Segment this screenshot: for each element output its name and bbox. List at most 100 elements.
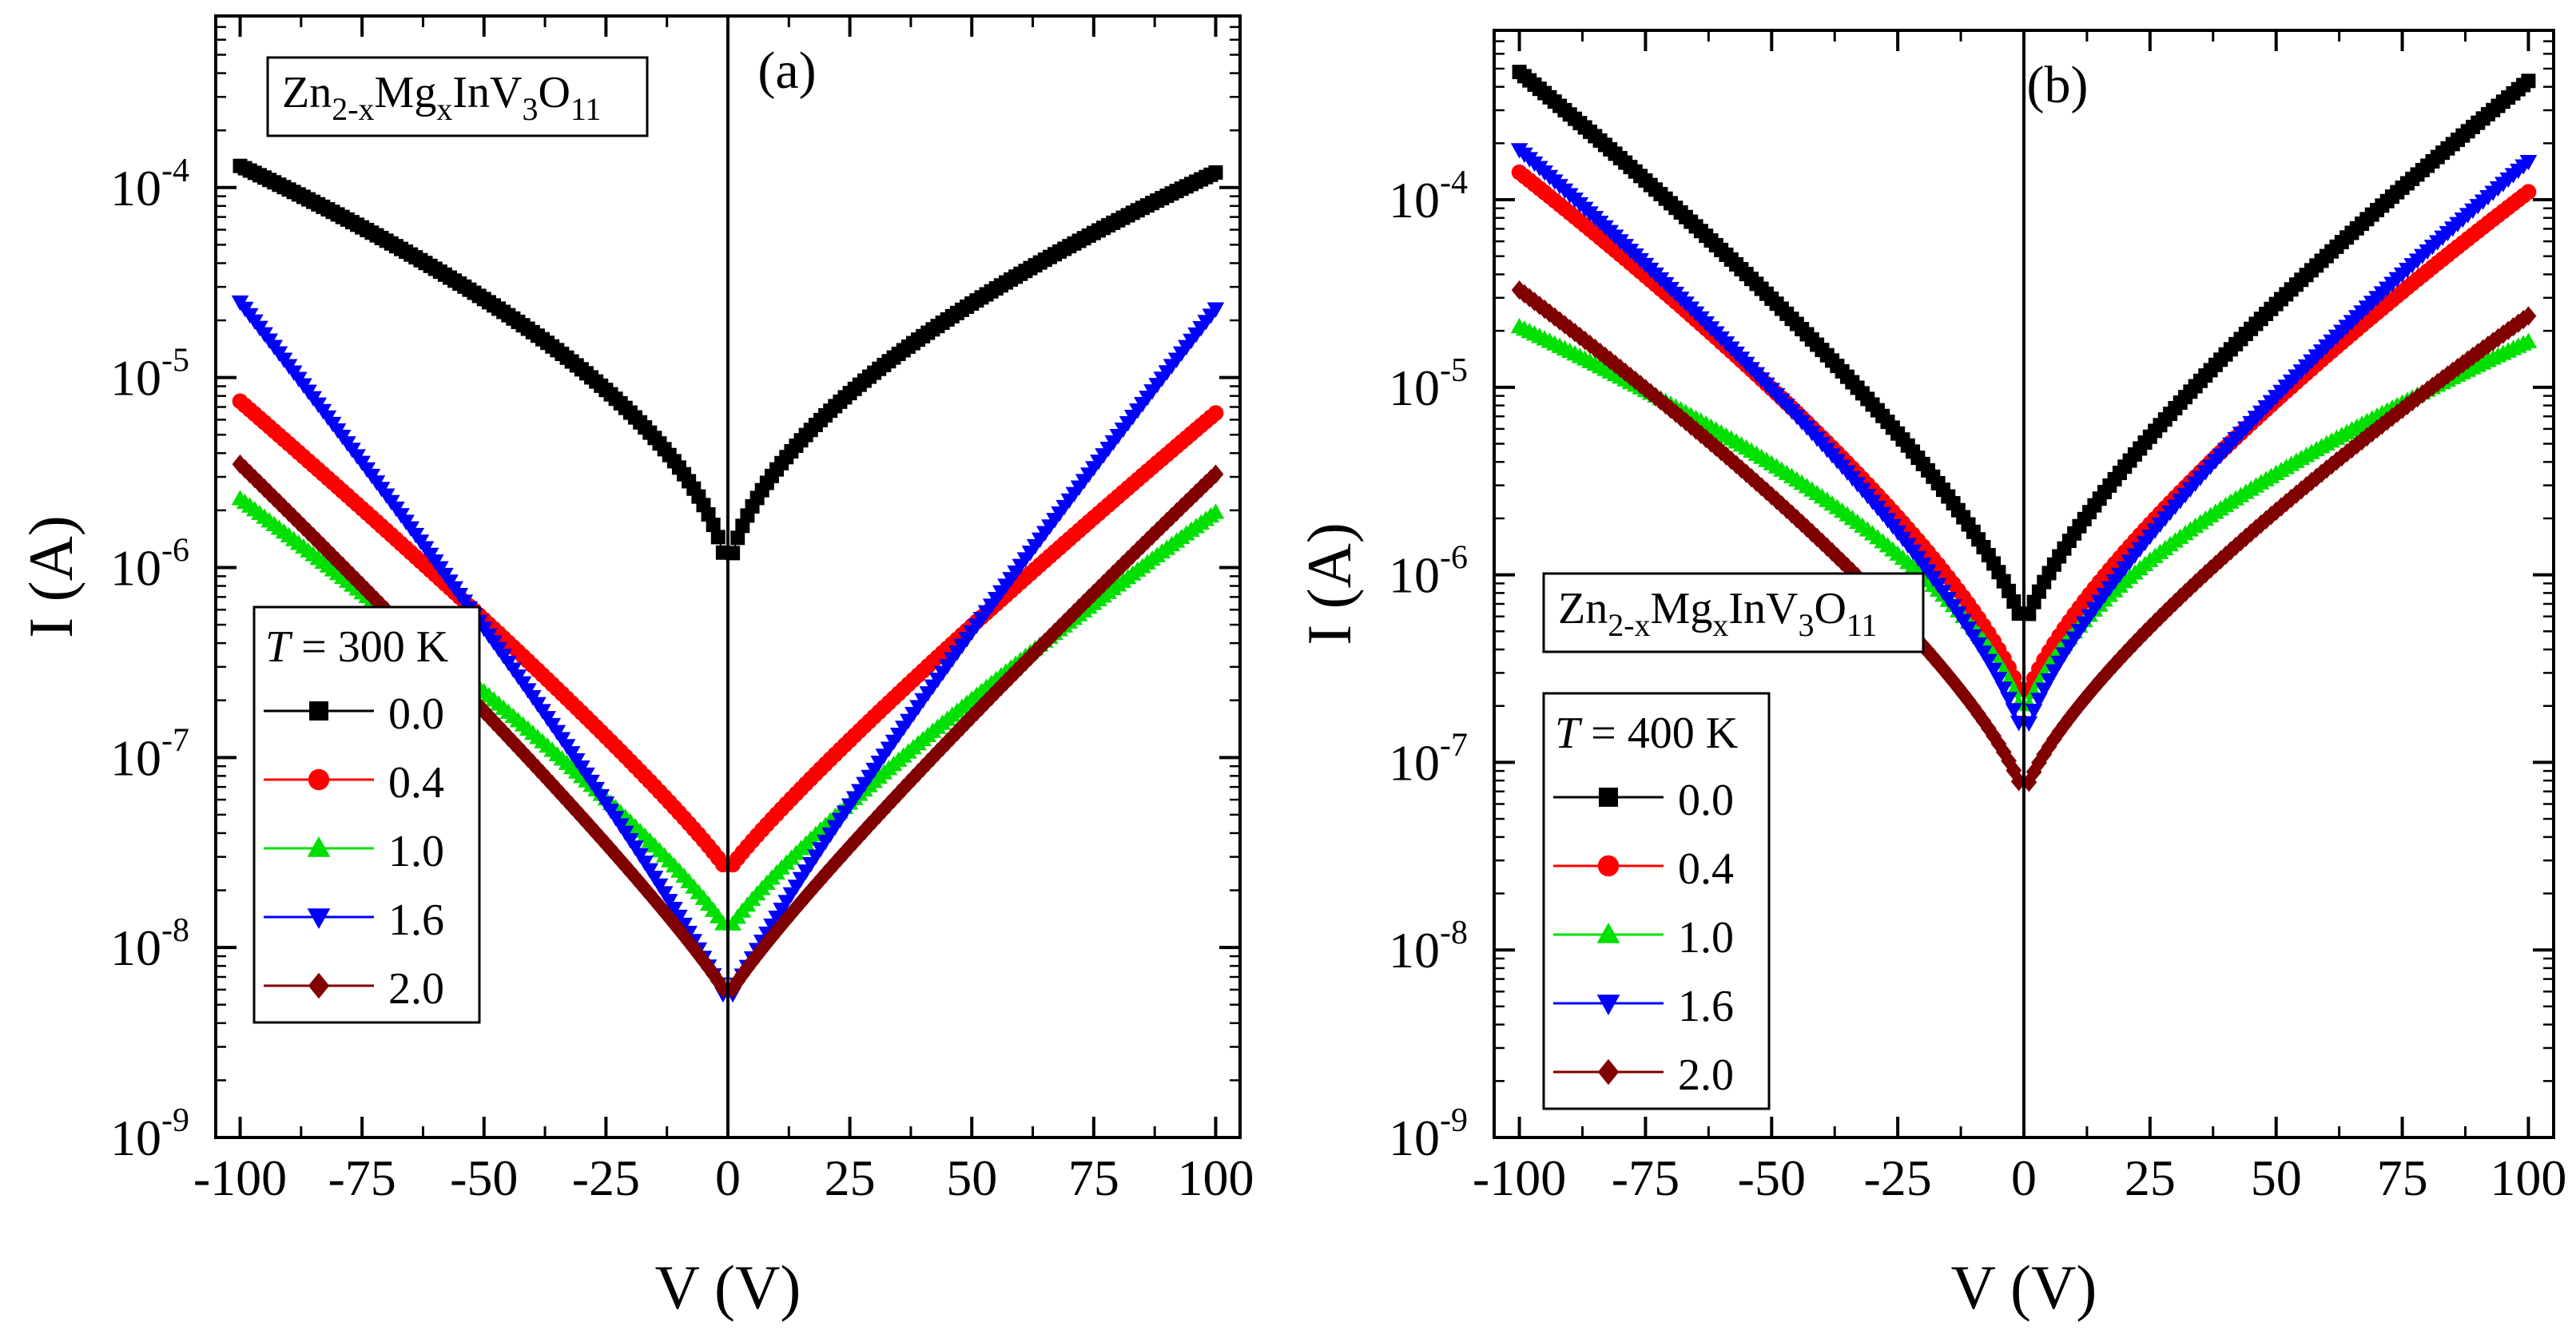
data-point	[1008, 661, 1024, 682]
y-axis-label: I (A)	[1294, 522, 1364, 645]
y-tick-exponent: -6	[1440, 540, 1468, 577]
y-tick-exp: -6	[1440, 540, 1468, 577]
data-point	[705, 964, 722, 984]
x-tick-label: -50	[450, 1149, 518, 1206]
data-point	[1027, 642, 1044, 662]
formula-inv: InV	[1728, 584, 1798, 633]
data-point	[2086, 677, 2103, 697]
data-point	[2324, 455, 2340, 475]
y-tick-base: 10	[110, 539, 161, 596]
legend-marker	[1597, 855, 1620, 877]
legend-marker	[308, 768, 330, 791]
panel-label: (b)	[2027, 56, 2089, 114]
y-tick-base: 10	[110, 350, 161, 407]
data-point	[915, 757, 932, 778]
legend-label: 2.0	[388, 964, 444, 1014]
data-point	[2000, 692, 2017, 708]
data-point	[359, 581, 376, 601]
x-tick-label: -100	[1473, 1149, 1566, 1206]
formula-zn: Zn	[1558, 584, 1608, 633]
legend-marker	[1599, 788, 1618, 807]
data-point	[1668, 403, 1684, 423]
data-point	[1075, 593, 1092, 613]
formula-zn-sub: 2-x	[1608, 607, 1650, 643]
data-point	[1632, 375, 1649, 395]
data-point	[2066, 702, 2083, 722]
data-point	[637, 879, 654, 899]
x-tick-label: 0	[2011, 1149, 2037, 1206]
legend: T = 300 K 0.0 0.4 1.0 1.6 2.0	[252, 605, 481, 1024]
legend-entry-0-0: 0.0	[264, 689, 444, 739]
data-point	[2439, 365, 2456, 385]
data-point	[1994, 681, 2013, 697]
data-point	[2470, 343, 2487, 363]
data-point	[266, 488, 283, 508]
data-series-group	[1510, 65, 2538, 792]
panel-label: (a)	[757, 42, 816, 100]
y-tick-base: 10	[1389, 547, 1440, 604]
data-point	[964, 707, 980, 727]
legend-label: 0.0	[1678, 776, 1734, 825]
data-point	[2519, 155, 2538, 171]
data-point	[2263, 506, 2280, 526]
data-point	[2339, 443, 2355, 463]
data-point	[2515, 309, 2532, 330]
data-point	[2152, 607, 2169, 627]
data-point	[1990, 734, 2007, 754]
data-point	[710, 530, 725, 545]
y-tick-label: 10	[1389, 172, 1440, 228]
data-point	[885, 788, 902, 809]
data-point	[1163, 506, 1180, 527]
data-point	[655, 886, 674, 902]
data-point	[2147, 612, 2164, 633]
data-point	[2071, 696, 2088, 716]
data-point	[851, 826, 868, 846]
data-point	[2424, 376, 2441, 396]
y-tick-exp: -5	[161, 343, 189, 379]
y-tick-label: 10	[1389, 547, 1440, 604]
data-point	[1531, 296, 1548, 316]
y-tick-label: 10	[110, 919, 161, 976]
data-point	[2343, 439, 2360, 459]
legend-marker	[308, 972, 330, 999]
data-point	[2520, 184, 2537, 200]
data-point	[2051, 722, 2068, 742]
data-point	[1521, 288, 1538, 308]
x-tick-label: 50	[2251, 1149, 2302, 1206]
data-point	[1207, 503, 1225, 519]
y-tick-label: 10	[110, 1110, 161, 1166]
legend-entry-2-0: 2.0	[264, 964, 444, 1014]
y-tick-exponent: -4	[1440, 165, 1468, 201]
x-tick-label: 25	[2125, 1149, 2176, 1206]
x-tick-label: 25	[825, 1149, 876, 1206]
y-tick-base: 10	[1389, 734, 1440, 791]
data-point	[1066, 603, 1083, 623]
data-point	[622, 862, 638, 882]
data-point	[1617, 362, 1634, 383]
legend-label: 1.0	[1678, 913, 1734, 963]
data-point	[1970, 637, 1987, 653]
data-point	[841, 836, 858, 857]
data-point	[2025, 703, 2043, 720]
legend-title-rest: = 300 K	[290, 622, 448, 672]
data-point	[1203, 469, 1219, 489]
data-point	[1974, 645, 1993, 661]
data-point	[2435, 369, 2451, 389]
y-tick-exponent: -7	[1440, 727, 1468, 764]
data-point	[642, 884, 658, 904]
y-tick-base: 10	[1389, 359, 1440, 416]
legend-marker	[309, 701, 328, 721]
y-tick-exponent: -9	[161, 1102, 189, 1139]
x-tick-label: 75	[1068, 1149, 1119, 1206]
data-point	[2006, 594, 2021, 609]
data-point	[2500, 320, 2517, 340]
legend-label: 0.4	[1678, 844, 1734, 894]
legend-marker	[307, 908, 331, 929]
data-point	[2005, 703, 2023, 719]
data-point	[2384, 407, 2400, 427]
y-tick-label: 10	[1389, 359, 1440, 416]
data-point	[1799, 518, 1815, 538]
data-point	[1970, 704, 1987, 725]
data-point	[1017, 652, 1034, 672]
data-point	[2459, 350, 2476, 370]
